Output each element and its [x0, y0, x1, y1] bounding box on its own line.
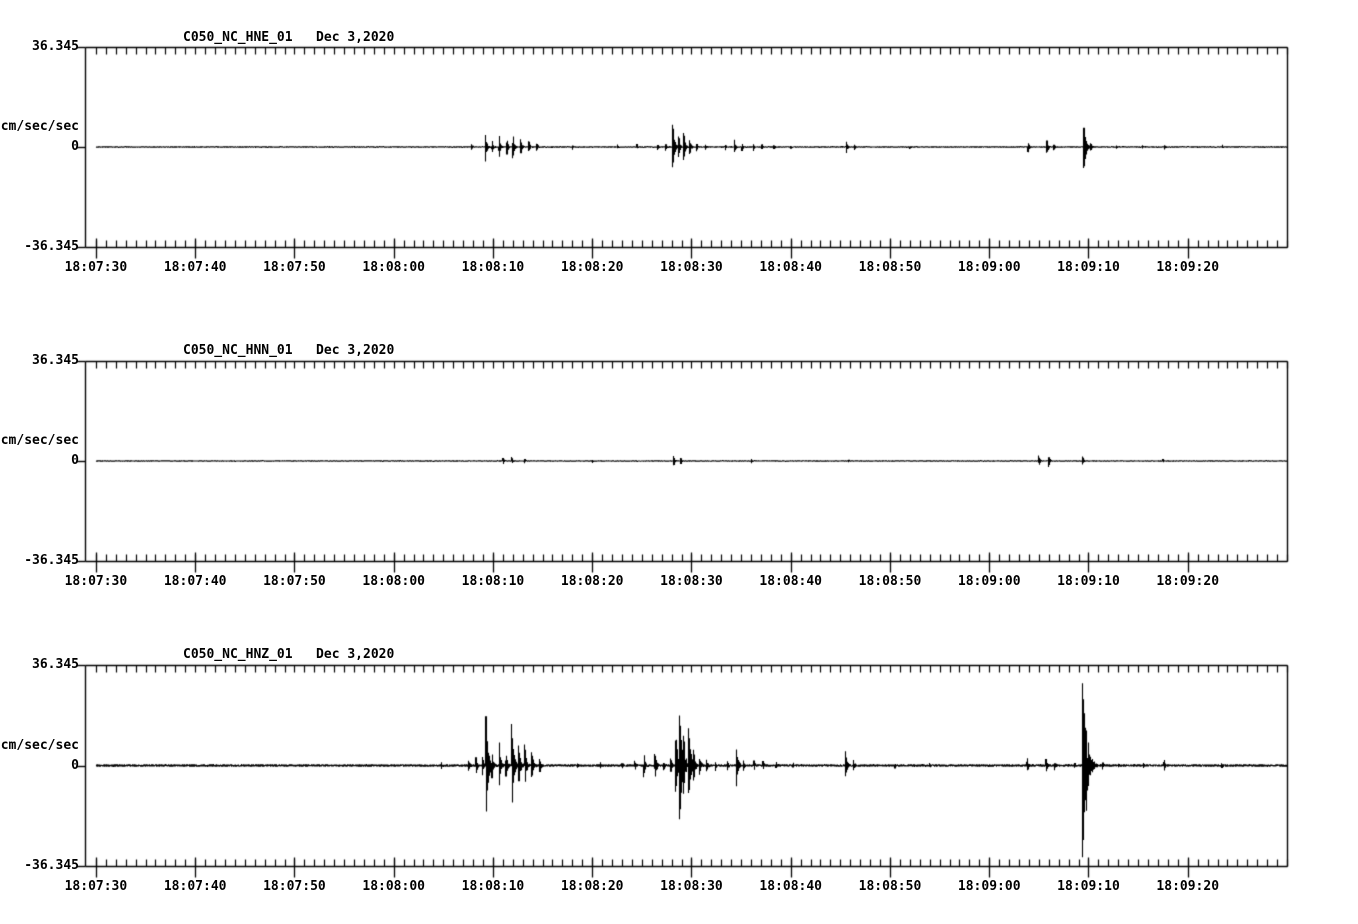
panel-title-hnz: C050_NC_HNZ_01 Dec 3,2020 [183, 647, 395, 662]
x-axis-tick-label-hnz-11: 18:09:20 [1156, 879, 1220, 894]
x-axis-tick-label-hnz-10: 18:09:10 [1057, 879, 1120, 894]
x-axis-tick-label-hnz-9: 18:09:00 [957, 879, 1021, 894]
x-axis-tick-label-hnz-8: 18:08:50 [858, 879, 922, 894]
x-axis-tick-label-hnz-5: 18:08:20 [560, 879, 624, 894]
x-axis-tick-label-hnz-6: 18:08:30 [660, 879, 723, 894]
x-axis-tick-label-hnz-0: 18:07:30 [64, 879, 128, 894]
x-axis-tick-label-hnz-2: 18:07:50 [263, 879, 326, 894]
x-axis-tick-label-hnz-4: 18:08:10 [461, 879, 525, 894]
y-axis-min-label-hnz: -36.345 [24, 858, 79, 873]
y-axis-max-label-hnz: 36.345 [32, 657, 79, 672]
x-axis-tick-label-hnz-3: 18:08:00 [362, 879, 425, 894]
y-axis-zero-label-hnz: 0 [71, 757, 79, 773]
x-axis-tick-label-hnz-7: 18:08:40 [759, 879, 823, 894]
y-axis-unit-label-hnz: cm/sec/sec [0, 737, 79, 753]
x-axis-tick-label-hnz-1: 18:07:40 [163, 879, 227, 894]
